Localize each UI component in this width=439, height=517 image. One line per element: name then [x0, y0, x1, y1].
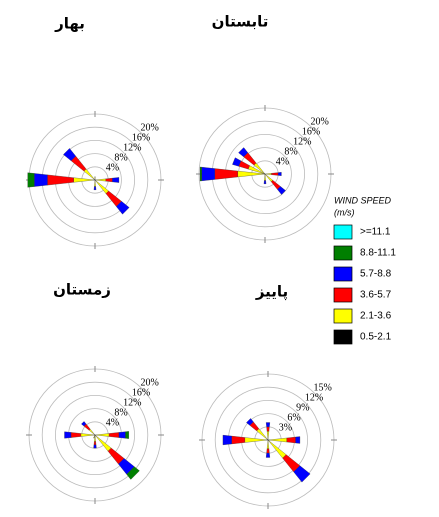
chart-title: پاییز [255, 283, 288, 302]
petal-segment [83, 168, 95, 180]
petal-segment [266, 439, 270, 449]
petal-segment [264, 173, 273, 182]
petal-segment [116, 201, 130, 215]
petal-segment [214, 168, 238, 180]
petal-segment [277, 172, 282, 176]
ring-label: 12% [123, 398, 141, 409]
petal-segment [286, 436, 296, 444]
petal-segment [88, 428, 95, 435]
petal-segment [231, 435, 245, 445]
ring-label: 12% [293, 137, 311, 148]
legend-label: >=11.1 [360, 227, 391, 238]
legend-swatch [333, 266, 353, 282]
ring-label: 4% [106, 417, 119, 428]
ring-label: 12% [123, 143, 141, 154]
petal-segment [94, 176, 96, 181]
petal-segment [95, 433, 110, 437]
petal-segment [93, 444, 97, 449]
petal-segment [271, 172, 279, 176]
ring-label: 16% [132, 133, 150, 144]
grid-ring [214, 386, 322, 494]
legend-label: 5.7-8.8 [360, 269, 392, 280]
ring-label: 8% [114, 407, 127, 418]
petal-segment [266, 426, 270, 432]
ring-label: 16% [132, 388, 150, 399]
ring-label: 16% [302, 127, 320, 138]
petal-segment [293, 465, 311, 483]
petal-segment [63, 148, 76, 161]
petal-segment [266, 431, 270, 441]
ring-label: 8% [114, 152, 127, 163]
petal-segment [73, 177, 94, 183]
petal-segment [238, 147, 249, 158]
petal-segment [246, 418, 254, 426]
ring-label: 3% [279, 422, 292, 433]
petal-segment [70, 432, 82, 438]
petal-segment [93, 434, 96, 439]
legend-title: WIND SPEED [334, 195, 392, 205]
ring-label: 4% [106, 162, 119, 173]
petal-segment [112, 177, 120, 183]
petal-segment [232, 157, 242, 167]
petal-segment [64, 431, 72, 439]
petal-segment [265, 452, 271, 458]
petal-segment [34, 173, 48, 187]
petal-segment [118, 431, 126, 439]
ring-label: 8% [284, 146, 297, 157]
petal-segment [222, 434, 232, 446]
petal-segment [80, 433, 95, 437]
petal-segment [263, 180, 267, 184]
grid-ring [55, 394, 135, 475]
petal-segment [266, 448, 270, 454]
legend-swatch [333, 308, 353, 324]
legend-unit: (m/s) [334, 207, 355, 217]
petal-segment [105, 177, 113, 183]
petal-segment [93, 441, 97, 445]
chart-title: تابستان [212, 13, 269, 31]
chart-title: زمستان [53, 281, 111, 299]
legend-swatch [333, 287, 353, 303]
petal-segment [27, 172, 35, 188]
legend-swatch [333, 329, 353, 345]
legend-label: 2.1-3.6 [360, 311, 392, 322]
petal-segment [265, 422, 271, 428]
petal-segment [95, 435, 112, 452]
petal-segment [94, 179, 96, 187]
petal-segment [201, 166, 215, 182]
petal-segment [244, 437, 267, 443]
petal-segment [81, 421, 87, 427]
ring-label: 15% [314, 383, 332, 394]
legend-label: 0.5-2.1 [360, 332, 392, 343]
grid-ring [41, 381, 149, 489]
ring-label: 20% [311, 117, 329, 128]
petal-segment [199, 166, 202, 182]
petal-segment [126, 466, 140, 480]
petal-segment [95, 180, 109, 194]
petal-segment [277, 186, 286, 195]
petal-segment [125, 431, 129, 439]
ring-label: 20% [141, 378, 159, 389]
legend-swatch [333, 224, 353, 240]
petal-segment [264, 173, 266, 181]
legend-swatch [333, 245, 353, 261]
petal-segment [95, 178, 106, 182]
petal-segment [47, 174, 74, 186]
chart-title: بهار [54, 15, 85, 33]
petal-segment [295, 436, 301, 444]
petal-segment [264, 173, 272, 175]
ring-label: 9% [296, 403, 309, 414]
petal-segment [93, 186, 97, 190]
ring-label: 6% [287, 412, 300, 423]
petal-segment [108, 432, 120, 438]
ring-label: 20% [141, 123, 159, 134]
petal-segment [269, 437, 287, 443]
legend-label: 8.8-11.1 [360, 248, 396, 259]
ring-label: 4% [276, 156, 289, 167]
petal-segment [256, 428, 268, 440]
petal-segment [268, 440, 287, 459]
ring-label: 12% [305, 393, 323, 404]
legend-label: 3.6-5.7 [360, 290, 392, 301]
